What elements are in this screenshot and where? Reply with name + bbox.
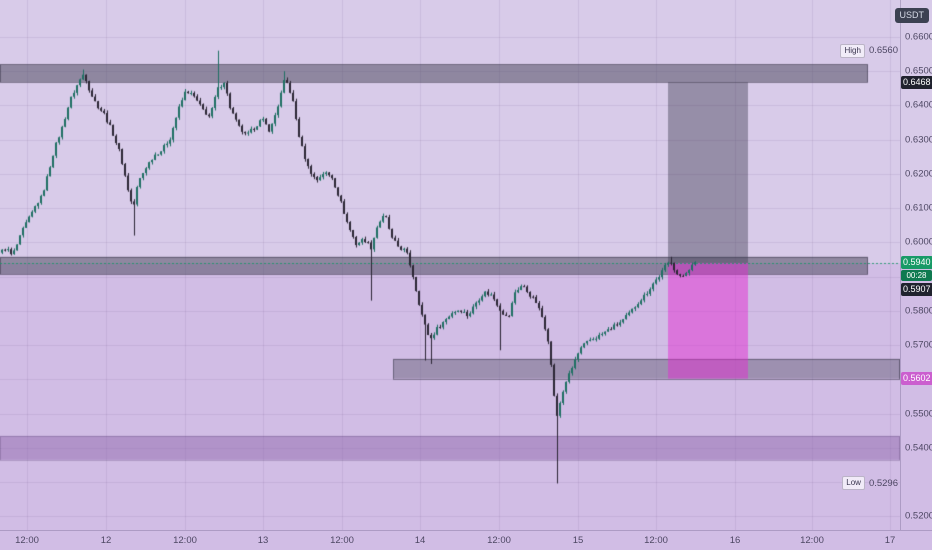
time-axis-label: 16 <box>729 535 741 546</box>
price-axis-label: 0.6300 <box>905 134 932 146</box>
time-axis-label: 12:00 <box>173 535 197 546</box>
time-axis-label: 12 <box>100 535 112 546</box>
candlestick-canvas[interactable] <box>0 0 900 530</box>
quote-currency-badge: USDT <box>894 8 929 23</box>
time-axis-label: 12:00 <box>330 535 354 546</box>
low-marker-value: 0.5296 <box>868 477 898 489</box>
high-marker: High 0.6560 <box>840 43 898 58</box>
level-price-badge-mid: 0.5907 <box>901 282 932 296</box>
price-axis-label: 0.5500 <box>905 408 932 420</box>
price-axis-label: 0.6000 <box>905 236 932 248</box>
current-price-badge: 0.5940 <box>901 256 932 270</box>
time-axis-label: 12:00 <box>15 535 39 546</box>
time-axis-label: 17 <box>884 535 896 546</box>
price-axis-label: 0.5800 <box>905 305 932 317</box>
time-axis[interactable]: 12:00 12 12:00 13 12:00 14 12:00 15 12:00 16 12:00… <box>0 530 932 550</box>
time-axis-label: 12:00 <box>800 535 824 546</box>
price-axis[interactable]: 0.6600 0.6500 0.6400 0.6300 0.6200 0.6100 0.60… <box>900 0 932 530</box>
price-axis-label: 0.6400 <box>905 99 932 111</box>
level-price-badge-lower: 0.5602 <box>901 372 932 386</box>
time-axis-label: 15 <box>572 535 584 546</box>
price-axis-label: 0.5200 <box>905 510 932 522</box>
high-marker-chip: High <box>840 43 865 58</box>
level-price-badge-upper: 0.6468 <box>901 75 932 89</box>
time-axis-label: 13 <box>257 535 269 546</box>
price-axis-label: 0.6500 <box>905 65 932 77</box>
time-axis-label: 12:00 <box>644 535 668 546</box>
price-axis-label: 0.5400 <box>905 442 932 454</box>
price-axis-label: 0.6600 <box>905 31 932 43</box>
high-marker-value: 0.6560 <box>868 45 898 57</box>
low-marker-chip: Low <box>842 476 865 491</box>
time-axis-label: 12:00 <box>487 535 511 546</box>
price-axis-label: 0.6200 <box>905 168 932 180</box>
low-marker: Low 0.5296 <box>842 476 898 491</box>
time-axis-label: 14 <box>414 535 426 546</box>
price-axis-label: 0.6100 <box>905 202 932 214</box>
bar-countdown-badge: 00:28 <box>901 270 932 282</box>
price-axis-label: 0.5700 <box>905 339 932 351</box>
